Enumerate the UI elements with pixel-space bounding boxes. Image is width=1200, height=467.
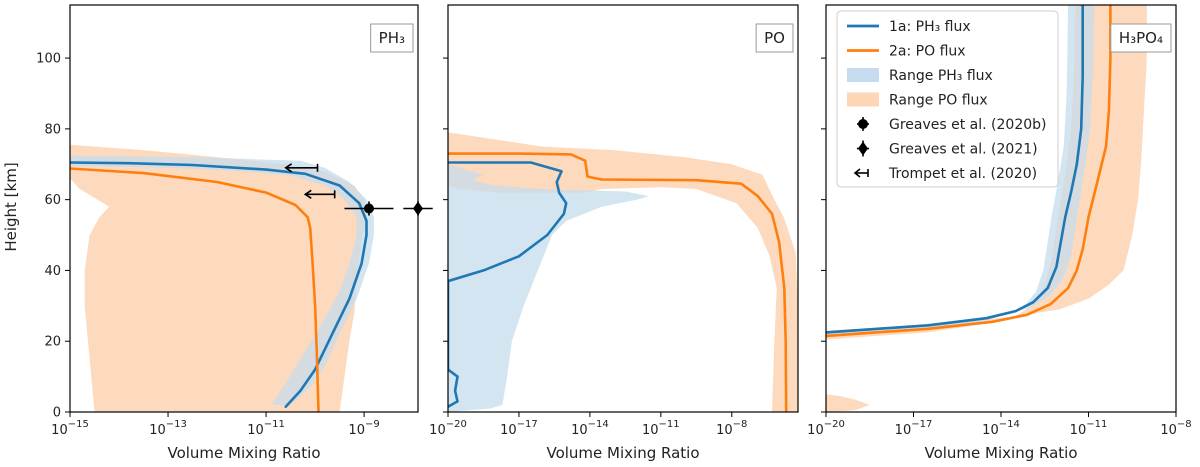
pH3-range-band [70, 155, 374, 405]
y-tick-label: 20 [44, 335, 61, 350]
legend-label: Range PH₃ flux [889, 68, 993, 84]
x-tick-label: 10−13 [149, 419, 187, 438]
pH3-range-band [448, 164, 650, 412]
panel-2: 10−20 10−17 10−14 10−11 10−8 Volume Mixing Ra… [429, 4, 799, 462]
panel-label-box [1110, 23, 1172, 53]
legend-label: Greaves et al. (2021) [889, 142, 1038, 158]
PO-flux-line [70, 167, 320, 412]
legend-label: Range PO flux [889, 93, 988, 109]
legend-entry-PO-flux: 2a: PO flux [847, 44, 966, 60]
legend-entry-greaves-2020b: Greaves et al. (2020b) [857, 117, 1047, 133]
legend-entry-trompet-2020: Trompet et al. (2020) [853, 166, 1037, 182]
legend-entry-pH3-range: Range PH₃ flux [847, 68, 993, 84]
pH3-flux-line [448, 161, 568, 408]
x-axis-label: Volume Mixing Ratio [167, 444, 320, 462]
x-tick-label: 10−20 [807, 419, 845, 438]
greaves-2020b-marker [344, 201, 394, 216]
x-tick-label: 10−9 [348, 419, 379, 438]
PO-flux-line [826, 5, 1112, 338]
y-tick-label: 0 [53, 406, 61, 421]
legend: 1a: PH₃ flux 2a: PO flux Range PH₃ flux Ran… [836, 10, 1059, 188]
panel-label-box [370, 23, 414, 53]
x-tick-label: 10−14 [571, 419, 609, 438]
legend-entry-greaves-2021: Greaves et al. (2021) [857, 140, 1038, 158]
plot-area [826, 5, 1147, 412]
legend-label: 1a: PH₃ flux [889, 19, 971, 35]
PO-range-low-band [826, 394, 870, 412]
trompet-2020-marker [303, 189, 336, 200]
x-axis-label: Volume Mixing Ratio [546, 444, 699, 462]
y-axis-label: Height [km] [2, 162, 20, 251]
x-tick-label: 10−8 [1160, 419, 1191, 438]
axes-frame [447, 4, 799, 413]
pH3-flux-line [826, 5, 1084, 334]
legend-label: 2a: PO flux [889, 44, 966, 60]
x-axis-label: Volume Mixing Ratio [924, 444, 1077, 462]
plot-area [448, 132, 798, 412]
plot-area [70, 144, 374, 412]
x-tick-label: 10−8 [716, 419, 747, 438]
panel-label: PO [764, 29, 785, 47]
trompet-2020-marker [284, 163, 319, 173]
panel-label: H₃PO₄ [1119, 29, 1163, 47]
panel-1: 10−15 10−13 10−11 10−9 0 20 40 60 80 100 Volume Mi… [36, 4, 433, 462]
PO-range-band [448, 132, 798, 412]
panel-label: PH₃ [379, 29, 405, 47]
x-tick-label: 10−17 [895, 419, 933, 438]
x-tick-label: 10−11 [642, 419, 680, 438]
legend-box [836, 10, 1059, 188]
x-tick-label: 10−20 [429, 419, 467, 438]
legend-entry-pH3-flux: 1a: PH₃ flux [847, 19, 971, 35]
legend-label: Trompet et al. (2020) [888, 166, 1037, 182]
x-tick-label: 10−15 [51, 419, 89, 438]
legend-entry-PO-range: Range PO flux [847, 92, 988, 109]
panel-3: 10−20 10−17 10−14 10−11 10−8 Volume Mixing Ra… [807, 4, 1192, 462]
panel-label-box [755, 23, 794, 53]
panels: 10−15 10−13 10−11 10−9 0 20 40 60 80 100 Volume Mi… [36, 4, 1192, 462]
y-tick-label: 40 [44, 264, 61, 279]
x-tick-label: 10−11 [247, 419, 285, 438]
x-tick-label: 10−14 [982, 419, 1020, 438]
y-tick-label: 80 [44, 122, 61, 137]
axes-frame [69, 4, 419, 413]
pH3-flux-line [70, 161, 368, 408]
y-tick-label: 60 [44, 193, 61, 208]
legend-label: Greaves et al. (2020b) [889, 117, 1047, 133]
x-tick-label: 10−11 [1070, 419, 1108, 438]
y-tick-label: 100 [36, 52, 61, 67]
PO-range-band [70, 144, 367, 412]
PO-flux-line [448, 152, 788, 412]
x-tick-label: 10−17 [500, 419, 538, 438]
